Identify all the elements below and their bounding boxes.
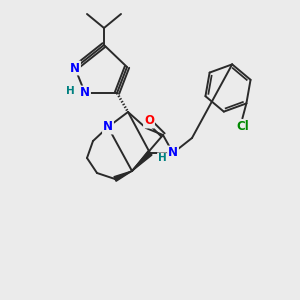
Text: N: N: [168, 146, 178, 160]
Text: N: N: [80, 86, 90, 100]
Polygon shape: [114, 171, 132, 181]
Text: N: N: [103, 121, 113, 134]
Text: H: H: [66, 86, 74, 96]
Text: Cl: Cl: [236, 120, 249, 133]
Text: O: O: [144, 115, 154, 128]
Text: H: H: [158, 153, 166, 163]
Polygon shape: [132, 151, 152, 171]
Text: N: N: [70, 61, 80, 74]
